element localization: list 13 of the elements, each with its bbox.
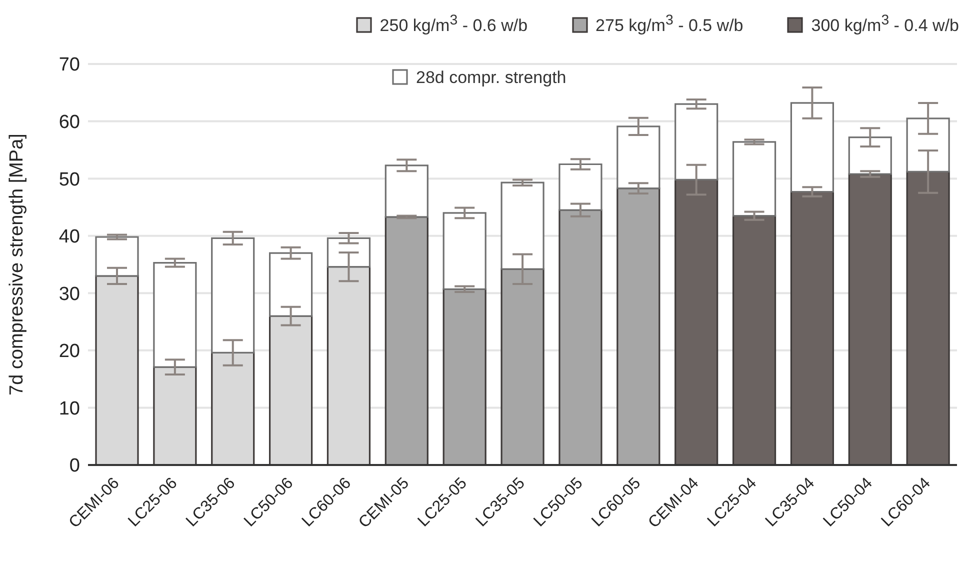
- y-tick-label: 70: [58, 54, 80, 76]
- legend-label: 250 kg/m$^{3}$ - 0.6 w/b: [380, 12, 528, 35]
- y-axis-title: 7d compressive strength [MPa]: [6, 134, 28, 396]
- legend-label: 275 kg/m$^{3}$ - 0.5 w/b: [596, 12, 744, 35]
- y-tick-label: 60: [58, 112, 80, 134]
- y-tick-label: 50: [58, 169, 80, 190]
- y-tick-label: 30: [58, 284, 80, 305]
- y-tick-label: 20: [58, 341, 80, 362]
- legend-label: 28d compr. strength: [416, 68, 566, 87]
- y-tick-label: 0: [69, 456, 80, 477]
- legend-label: 300 kg/m$^{3}$ - 0.4 w/b: [811, 12, 959, 35]
- y-tick-label: 40: [58, 226, 80, 248]
- y-tick-label: 10: [58, 398, 80, 420]
